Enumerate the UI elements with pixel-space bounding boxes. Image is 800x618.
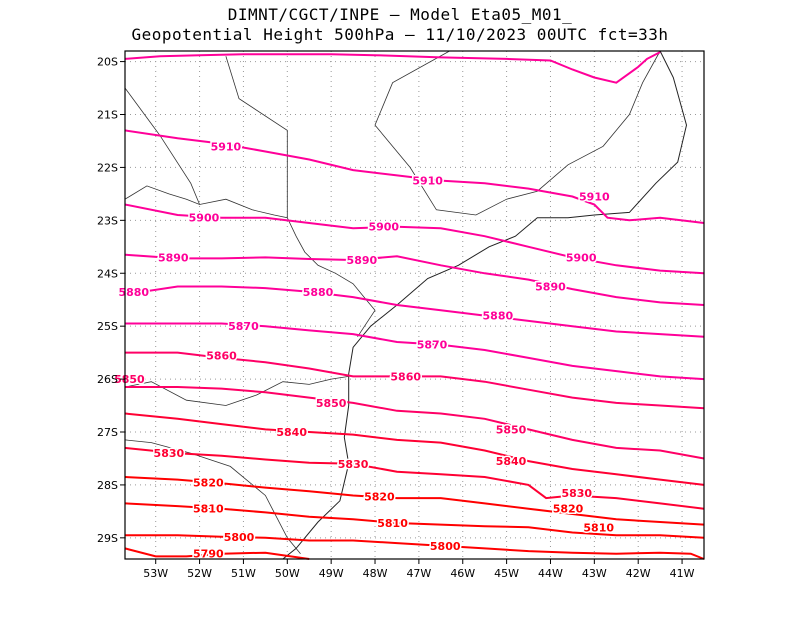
contour-label: 5900 bbox=[189, 212, 220, 225]
contour-label: 5850 bbox=[316, 397, 347, 410]
contour-5800 bbox=[125, 534, 705, 560]
y-tick-label: 22S bbox=[97, 161, 118, 174]
contour-5840 bbox=[124, 412, 705, 486]
height-contours bbox=[124, 51, 705, 560]
contour-5870 bbox=[125, 322, 705, 381]
contour-5880 bbox=[124, 285, 705, 338]
state-border-line bbox=[225, 56, 288, 218]
y-tick-label: 21S bbox=[97, 109, 118, 122]
y-tick-label: 25S bbox=[97, 320, 118, 333]
contour-label: 5830 bbox=[338, 458, 369, 471]
coastline-line bbox=[282, 50, 688, 560]
contour-label: 5860 bbox=[206, 349, 237, 362]
state-border-line bbox=[124, 439, 301, 554]
x-axis-ticks: 53W 52W 51W 50W 49W 48W 47W 46W 45W 44W 43W 42W 41W bbox=[143, 559, 695, 580]
contour-label: 5880 bbox=[483, 310, 514, 323]
y-tick-label: 27S bbox=[97, 426, 118, 439]
x-tick-label: 42W bbox=[626, 567, 651, 580]
contour-label: 5830 bbox=[154, 447, 185, 460]
coastline bbox=[282, 50, 688, 560]
contour-label: 5810 bbox=[193, 503, 224, 516]
contour-label: 5800 bbox=[224, 531, 255, 544]
y-tick-label: 23S bbox=[97, 214, 118, 227]
contour-labels: 5910 5910 5910 5900 5900 5900 5890 5890 5890 5880… bbox=[113, 139, 616, 562]
x-tick-label: 49W bbox=[319, 567, 344, 580]
x-tick-label: 52W bbox=[187, 567, 212, 580]
contour-label: 5900 bbox=[566, 251, 597, 264]
contour-label: 5840 bbox=[276, 426, 307, 439]
contour-5920 bbox=[124, 51, 661, 84]
contour-label: 5800 bbox=[430, 540, 461, 553]
contour-5830 bbox=[124, 446, 705, 510]
x-tick-label: 43W bbox=[582, 567, 607, 580]
x-tick-label: 44W bbox=[538, 567, 563, 580]
contour-5900 bbox=[124, 203, 705, 275]
contour-5860 bbox=[125, 351, 705, 410]
contour-label: 5910 bbox=[412, 175, 443, 188]
x-tick-label: 46W bbox=[450, 567, 475, 580]
y-tick-label: 26S bbox=[97, 373, 118, 386]
contour-5810 bbox=[124, 502, 705, 539]
y-tick-label: 28S bbox=[97, 479, 118, 492]
contour-label: 5870 bbox=[228, 320, 259, 333]
x-tick-label: 53W bbox=[143, 567, 168, 580]
contour-label: 5820 bbox=[193, 476, 224, 489]
contour-label: 5830 bbox=[561, 487, 592, 500]
contour-label: 5890 bbox=[535, 280, 566, 293]
contour-label: 5900 bbox=[368, 221, 399, 234]
contour-label: 5890 bbox=[158, 251, 189, 264]
contour-label: 5790 bbox=[193, 548, 224, 561]
chart-title-line-2: Geopotential Height 500hPa – 11/10/2023 … bbox=[131, 25, 669, 44]
contour-label: 5850 bbox=[114, 373, 145, 386]
contour-label: 5880 bbox=[303, 286, 334, 299]
contour-5890 bbox=[124, 253, 705, 306]
x-tick-label: 48W bbox=[363, 567, 388, 580]
contour-label: 5810 bbox=[583, 521, 614, 534]
chart-title-line-1: DIMNT/CGCT/INPE – Model Eta05_M01_ bbox=[227, 5, 573, 24]
state-border-line bbox=[374, 50, 661, 216]
contour-label: 5870 bbox=[417, 339, 448, 352]
plot-frame bbox=[124, 50, 705, 560]
contour-label: 5820 bbox=[553, 503, 584, 516]
x-tick-label: 45W bbox=[494, 567, 519, 580]
contour-label: 5880 bbox=[118, 286, 149, 299]
y-tick-label: 24S bbox=[97, 267, 118, 280]
contour-label: 5860 bbox=[390, 370, 421, 383]
x-tick-label: 50W bbox=[275, 567, 300, 580]
contour-label: 5840 bbox=[496, 455, 527, 468]
contour-5910 bbox=[124, 129, 705, 224]
contour-5790 bbox=[124, 547, 310, 560]
contour-label: 5810 bbox=[377, 517, 408, 530]
contour-5820 bbox=[124, 476, 705, 526]
contour-label: 5820 bbox=[364, 491, 395, 504]
x-tick-label: 41W bbox=[670, 567, 695, 580]
contour-label: 5910 bbox=[211, 140, 242, 153]
x-tick-label: 51W bbox=[231, 567, 256, 580]
contour-label: 5850 bbox=[496, 423, 527, 436]
y-tick-label: 20S bbox=[97, 56, 118, 69]
y-axis-ticks: 20S 21S 22S 23S 24S 25S 26S 27S 28S 29S bbox=[97, 56, 125, 545]
contour-label: 5890 bbox=[347, 254, 378, 267]
contour-5850 bbox=[125, 386, 705, 460]
x-tick-label: 47W bbox=[406, 567, 431, 580]
contour-label: 5910 bbox=[579, 191, 610, 204]
state-border-line bbox=[124, 87, 200, 205]
y-tick-label: 29S bbox=[97, 532, 118, 545]
